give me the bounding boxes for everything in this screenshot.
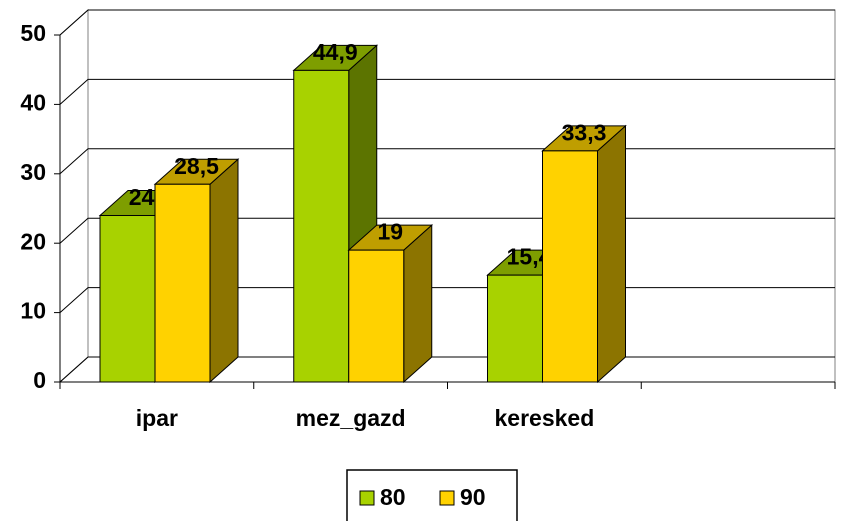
legend-swatch	[359, 490, 375, 506]
grid-line	[59, 9, 835, 36]
legend-label: 90	[460, 484, 486, 510]
bar-front	[293, 69, 350, 383]
bar	[153, 158, 240, 384]
y-tick-label: 0	[33, 367, 46, 393]
y-tick-label: 10	[20, 298, 46, 324]
value-label: 33,3	[562, 119, 607, 145]
y-tick-label: 30	[20, 159, 46, 185]
y-tick-label: 50	[20, 20, 46, 46]
bar-front	[348, 249, 405, 383]
value-label: 28,5	[174, 153, 219, 179]
side-wall	[59, 8, 89, 384]
bar-side	[209, 158, 239, 384]
value-label: 19	[377, 219, 403, 245]
bar-front	[542, 150, 598, 383]
bar-front	[154, 183, 211, 383]
legend-swatch	[439, 490, 455, 506]
bar	[347, 224, 434, 384]
x-tick-label: ipar	[136, 405, 178, 431]
grid-line	[59, 78, 835, 105]
bar-front	[487, 274, 543, 383]
y-tick-label: 20	[20, 228, 46, 254]
value-label: 24	[129, 184, 155, 210]
y-tick-label: 40	[20, 89, 46, 115]
bar-side	[403, 224, 433, 384]
x-tick-label: keresked	[495, 405, 595, 431]
value-label: 44,9	[313, 39, 358, 65]
bar-side	[597, 124, 626, 384]
legend-box	[346, 469, 518, 521]
bar	[541, 124, 627, 384]
legend-label: 80	[380, 484, 406, 510]
bar-front	[99, 214, 156, 383]
x-tick-label: mez_gazd	[296, 405, 406, 431]
